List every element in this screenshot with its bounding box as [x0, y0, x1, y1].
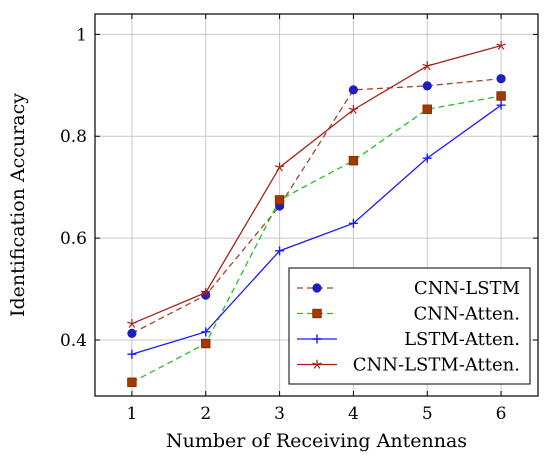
legend-marker [312, 334, 322, 344]
data-point [348, 104, 359, 114]
series-line [131, 44, 502, 325]
series-cnn-lstm-atten [127, 40, 506, 328]
series-line [131, 104, 502, 355]
series-layer [127, 40, 506, 387]
axis-ticks: 1 2 3 4 5 6 0.4 0.6 0.8 1 [60, 14, 538, 424]
data-point [348, 218, 358, 228]
y-tick-label: 0.4 [60, 331, 87, 351]
legend-marker [312, 283, 322, 293]
legend-label: CNN-LSTM-Atten. [353, 355, 520, 376]
plot-frame [94, 13, 539, 397]
data-point [496, 91, 506, 101]
data-point [127, 377, 137, 387]
data-point [422, 81, 432, 91]
data-point [274, 162, 285, 172]
data-point [201, 338, 211, 349]
legend-item: CNN-LSTM-Atten. [297, 355, 520, 376]
x-tick-label: 1 [127, 404, 138, 424]
data-point [422, 61, 433, 71]
data-point [422, 153, 432, 163]
x-tick-label: 4 [348, 404, 359, 424]
data-point [200, 287, 211, 297]
data-point [496, 100, 506, 110]
data-point [127, 318, 137, 328]
data-point [422, 104, 432, 114]
legend: CNN-LSTM CNN-Atten. LSTM-Atten. CNN-LSTM-At… [288, 267, 531, 385]
y-axis-label: Identification Accuracy [7, 93, 29, 317]
data-point [496, 40, 506, 50]
x-axis-label: Number of Receiving Antennas [166, 430, 467, 452]
data-point [201, 327, 211, 337]
data-point [127, 328, 137, 338]
x-tick-label: 2 [200, 404, 211, 424]
series-lstm-atten [127, 100, 506, 359]
legend-label: CNN-Atten. [414, 304, 520, 325]
legend-label: CNN-LSTM [414, 278, 520, 299]
legend-label: LSTM-Atten. [404, 329, 520, 350]
series-line [131, 95, 502, 383]
legend-item: CNN-Atten. [297, 304, 520, 325]
data-point [348, 85, 359, 95]
legend-marker [312, 359, 322, 369]
y-tick-label: 0.6 [60, 229, 87, 249]
data-point [274, 195, 285, 205]
legend-marker [312, 308, 322, 319]
x-tick-label: 6 [496, 404, 507, 424]
y-tick-label: 0.8 [60, 127, 87, 147]
x-tick-label: 3 [274, 404, 285, 424]
series-line [131, 78, 502, 334]
data-point [496, 74, 506, 84]
y-tick-label: 1 [76, 25, 87, 45]
legend-item: CNN-LSTM [297, 278, 520, 299]
x-tick-label: 5 [422, 404, 433, 424]
data-point [275, 246, 285, 256]
data-point [127, 349, 137, 359]
legend-item: LSTM-Atten. [297, 329, 520, 350]
data-point [348, 155, 359, 166]
series-cnn-atten [127, 91, 506, 387]
